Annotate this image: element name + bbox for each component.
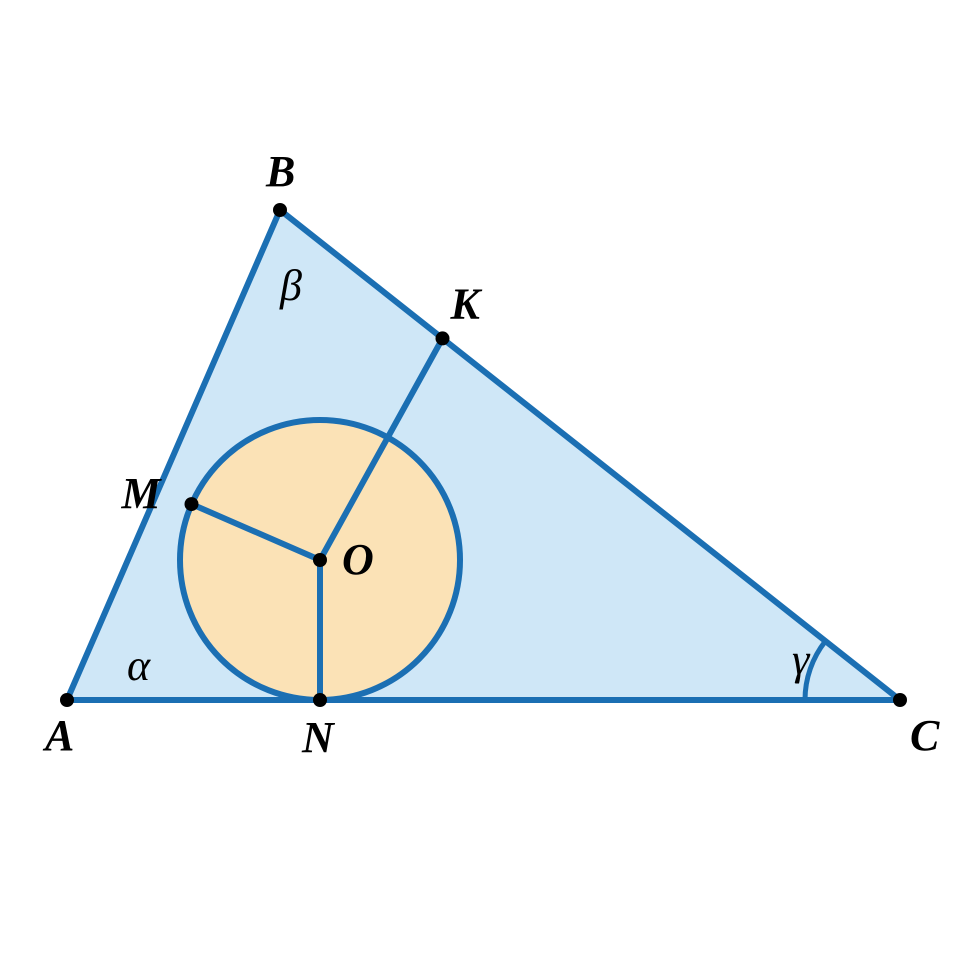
center-o-marker	[313, 553, 327, 567]
point-k-marker	[436, 331, 450, 345]
center-o-label: O	[342, 535, 374, 584]
vertex-a-label: A	[42, 711, 74, 760]
triangle-abc	[67, 210, 900, 700]
vertex-a-marker	[60, 693, 74, 707]
geometry-diagram: A B C M K N O α β γ	[0, 0, 974, 974]
angle-gamma-label: γ	[792, 635, 811, 684]
vertex-b-marker	[273, 203, 287, 217]
point-n-label: N	[301, 713, 336, 762]
point-m-marker	[185, 497, 199, 511]
vertex-c-marker	[893, 693, 907, 707]
vertex-b-label: B	[265, 147, 295, 196]
point-k-label: K	[450, 279, 483, 328]
point-m-label: M	[121, 469, 163, 518]
angle-beta-label: β	[279, 261, 302, 310]
angle-alpha-label: α	[127, 641, 151, 690]
vertex-c-label: C	[910, 711, 940, 760]
point-n-marker	[313, 693, 327, 707]
